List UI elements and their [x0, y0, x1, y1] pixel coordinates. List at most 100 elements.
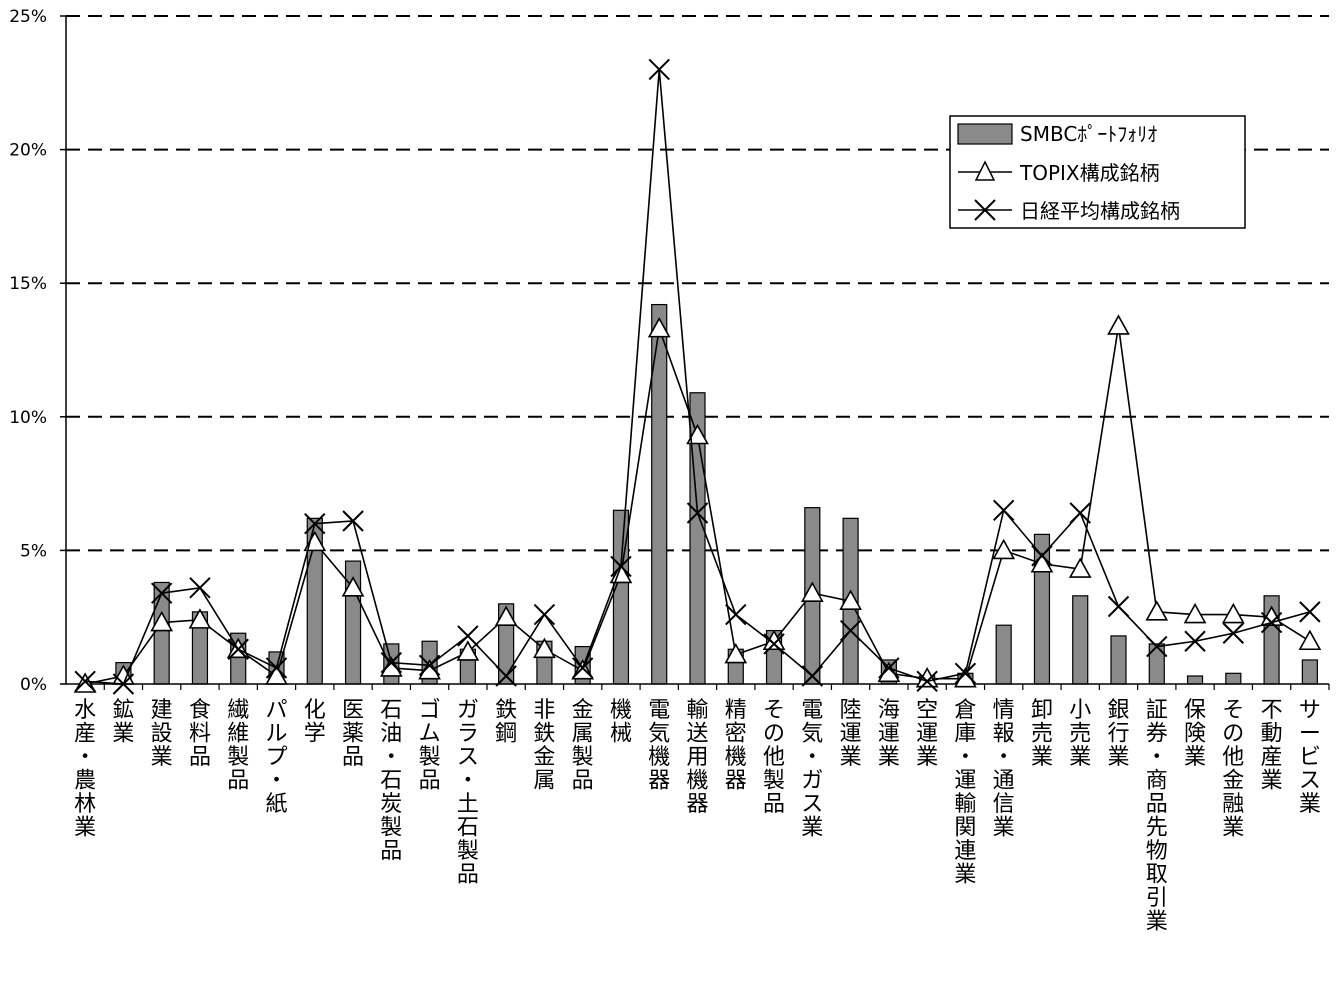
bar [1148, 643, 1165, 685]
x-marker [74, 670, 96, 693]
triangle-marker [724, 642, 748, 664]
x-tick-label: 石油・石炭製品 [380, 698, 402, 864]
bar [1301, 659, 1318, 685]
x-tick-label: 卸売業 [1031, 698, 1053, 770]
x-marker [1146, 635, 1168, 658]
x-tick-label: 水産・農林業 [74, 698, 96, 841]
x-marker [648, 58, 670, 81]
triangle-marker [839, 589, 862, 610]
x-tick-label: 海運業 [878, 698, 900, 770]
x-marker [725, 603, 747, 626]
x-tick-label: 医薬品 [342, 698, 364, 770]
triangle-marker [800, 581, 824, 602]
x-tick-label: 繊維製品 [227, 698, 249, 794]
gridlines [60, 15, 1330, 690]
bar [1072, 595, 1089, 685]
line-series [73, 58, 1322, 695]
x-marker [150, 582, 173, 604]
x-marker [189, 577, 211, 599]
x-tick-label: 空運業 [916, 698, 938, 770]
x-marker [763, 633, 785, 655]
x-marker [1260, 611, 1283, 634]
x-tick-label: 非鉄金属 [533, 698, 555, 794]
y-tick-label: 10% [9, 408, 47, 428]
x-marker [1107, 595, 1130, 618]
triangle-marker [1145, 600, 1169, 621]
x-marker [954, 662, 977, 685]
legend-x-marker [974, 199, 996, 221]
x-marker [839, 619, 862, 642]
legend-label-series-0: SMBCﾎﾟｰﾄﾌｫﾘｵ [1020, 122, 1157, 146]
x-marker [1299, 601, 1321, 623]
legend-label-series-2: 日経平均構成銘柄 [1020, 199, 1180, 223]
y-tick-label: 25% [9, 7, 47, 27]
legend-swatch-bar [957, 123, 1013, 145]
triangle-marker [1068, 557, 1092, 578]
x-marker [265, 657, 288, 679]
x-marker [533, 603, 556, 626]
x-tick-label: 証券・商品先物取引業 [1146, 698, 1168, 935]
legend: SMBCﾎﾟｰﾄﾌｫﾘｵ TOPIX構成銘柄 日経平均構成銘柄 [949, 115, 1246, 229]
x-marker [495, 665, 517, 687]
triangle-marker [1183, 602, 1207, 624]
x-marker [380, 651, 403, 674]
x-tick-label: 機械 [610, 698, 632, 747]
x-marker [686, 502, 709, 524]
x-tick-label: 精密機器 [725, 698, 747, 794]
x-tick-label: 倉庫・運輸関連業 [954, 698, 976, 888]
x-marker [112, 673, 135, 695]
x-tick-label: 金属製品 [572, 698, 594, 794]
x-tick-label: ゴム製品 [419, 698, 441, 794]
triangle-marker [341, 576, 365, 597]
triangle-marker [150, 610, 174, 632]
x-marker [1069, 502, 1091, 524]
x-tick-label: 鉄鋼 [495, 698, 517, 747]
triangle-marker [188, 608, 212, 629]
x-marker [418, 654, 441, 677]
triangle-marker [992, 538, 1016, 560]
triangle-marker [1298, 629, 1322, 651]
x-tick-label: 保険業 [1184, 698, 1206, 770]
x-tick-label: 輸送用機器 [686, 698, 708, 817]
x-tick-label: 食料品 [189, 698, 211, 770]
x-marker [1031, 545, 1053, 567]
x-tick-labels: 水産・農林業鉱業建設業食料品繊維製品パルプ・紙化学医薬品石油・石炭製品ゴム製品ガ… [74, 698, 1321, 935]
triangle-marker [686, 423, 709, 445]
y-tick-label: 0% [20, 675, 47, 695]
y-tick-label: 20% [9, 141, 47, 161]
x-marker [1222, 622, 1245, 644]
triangle-marker [1221, 602, 1245, 624]
x-tick-label: パルプ・紙 [265, 698, 287, 817]
x-tick-label: その他製品 [763, 698, 785, 817]
legend-label-series-1: TOPIX構成銘柄 [1019, 161, 1160, 185]
triangle-marker [456, 640, 480, 661]
bar [995, 624, 1012, 685]
legend-triangle-marker [974, 160, 996, 181]
x-marker [227, 638, 249, 660]
x-marker [1184, 630, 1206, 652]
x-marker [457, 625, 479, 647]
y-tick-label: 5% [20, 541, 47, 561]
x-tick-label: 銀行業 [1107, 698, 1129, 770]
x-marker [571, 657, 594, 679]
triangle-marker [265, 664, 288, 685]
triangle-marker [1107, 314, 1130, 335]
x-tick-label: 建設業 [151, 698, 173, 770]
y-tick-label: 15% [9, 274, 47, 294]
triangle-marker [1030, 552, 1054, 573]
x-tick-label: 小売業 [1069, 698, 1091, 770]
x-marker [878, 657, 900, 679]
x-marker [610, 555, 632, 578]
x-tick-label: 化学 [304, 698, 326, 747]
x-tick-label: ガラス・土石製品 [457, 698, 479, 888]
x-tick-label: 情報・通信業 [993, 698, 1015, 841]
x-marker [916, 670, 938, 693]
triangle-marker [533, 637, 556, 659]
bar [1110, 635, 1127, 685]
x-marker [304, 512, 326, 535]
x-tick-label: サービス業 [1299, 698, 1321, 817]
x-tick-label: 電気機器 [648, 698, 670, 794]
x-tick-label: 不動産業 [1261, 698, 1283, 794]
x-tick-label: 電気・ガス業 [801, 698, 823, 841]
